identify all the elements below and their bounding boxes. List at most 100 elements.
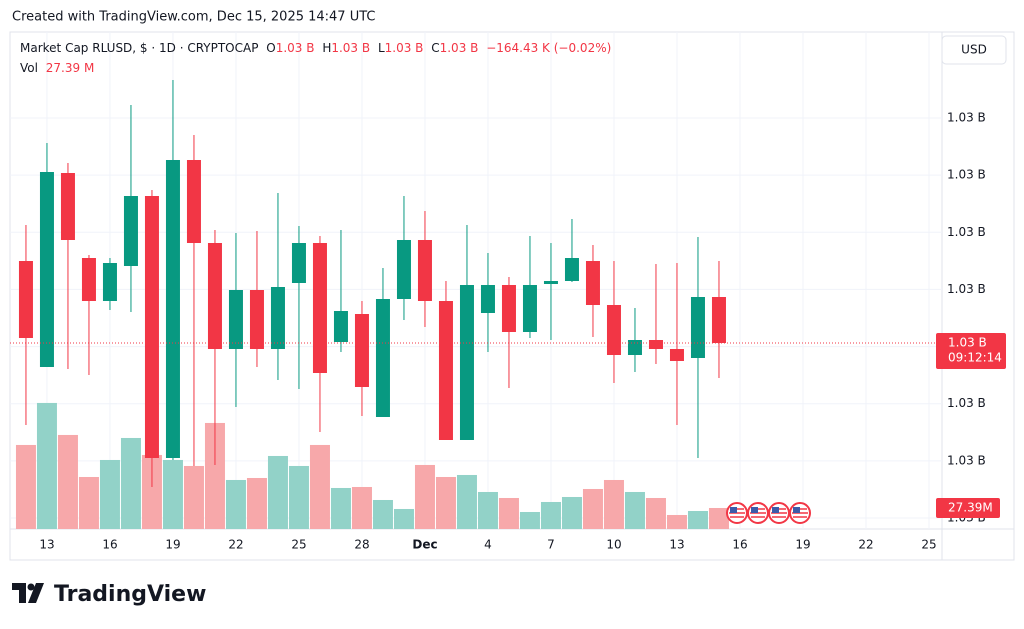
- legend-value: 1.03 B: [385, 41, 424, 55]
- volume-bar: [78, 476, 99, 529]
- volume-bar: [15, 444, 36, 529]
- y-tick-label: 1.03 B: [947, 282, 986, 296]
- candle-body: [207, 243, 222, 349]
- volume-bar: [330, 487, 351, 529]
- currency-button[interactable]: [941, 35, 1007, 65]
- legend-volume: Vol 27.39 M: [20, 61, 94, 75]
- candle-body: [375, 299, 390, 417]
- volume-bar: [36, 402, 57, 529]
- event-flags: [726, 502, 811, 524]
- volume-bar: [498, 497, 519, 529]
- candle-body: [396, 240, 411, 299]
- currency-label[interactable]: USD: [961, 43, 987, 57]
- volume-bar: [99, 459, 120, 529]
- x-tick-label: 28: [354, 538, 369, 552]
- y-tick-label: 1.03 B: [947, 453, 986, 467]
- volume-bar: [666, 514, 687, 529]
- volume-bar: [645, 497, 666, 529]
- y-tick-label: 1.03 B: [947, 225, 986, 239]
- legend-value: 1.03 B: [440, 41, 479, 55]
- volume-bar: [435, 476, 456, 529]
- x-tick-label: 4: [484, 538, 492, 552]
- candle-body: [144, 196, 159, 458]
- price-label: 1.03 B: [948, 336, 987, 350]
- legend-key: C: [431, 41, 439, 55]
- candle-body: [81, 258, 96, 301]
- x-tick-label: 16: [732, 538, 747, 552]
- header: Created with TradingView.com, Dec 15, 20…: [12, 10, 376, 25]
- y-tick-label: 1.03 B: [947, 111, 986, 125]
- chart-frame: [9, 31, 1015, 561]
- candle-body: [291, 243, 306, 283]
- legend-change: −164.43 K (−0.02%): [486, 41, 611, 55]
- volume-bar: [393, 508, 414, 529]
- candle-body: [18, 261, 33, 338]
- us-flag: [789, 502, 811, 524]
- x-tick-label: 13: [39, 538, 54, 552]
- volume-bar: [309, 444, 330, 529]
- x-tick-label: 16: [102, 538, 117, 552]
- legend-value: 1.03 B: [331, 41, 370, 55]
- volume-bar: [561, 496, 582, 529]
- volume-pane: [15, 402, 729, 529]
- x-tick-label: 19: [165, 538, 180, 552]
- volume-bar: [267, 455, 288, 529]
- volume-bar: [519, 511, 540, 529]
- x-tick-label: 10: [606, 538, 621, 552]
- candle-body: [102, 263, 117, 301]
- volume-bar: [204, 422, 225, 529]
- countdown: 09:12:14: [948, 351, 1002, 365]
- x-tick-label: 7: [547, 538, 555, 552]
- volume-bar: [246, 477, 267, 529]
- legend: Market Cap RLUSD, $ · 1D · CRYPTOCAP O1.…: [20, 41, 611, 55]
- x-tick-label: 22: [858, 538, 873, 552]
- candle-body: [270, 287, 285, 349]
- candle-body: [606, 305, 621, 355]
- candle-body: [123, 196, 138, 266]
- volume-label: 27.39M: [948, 500, 993, 514]
- candle-body: [522, 285, 537, 332]
- x-tick-label: 13: [669, 538, 684, 552]
- x-tick-label: 25: [291, 538, 306, 552]
- candle-body: [249, 290, 264, 349]
- volume-bar: [141, 454, 162, 529]
- candle-body: [459, 285, 474, 440]
- volume-bar: [372, 499, 393, 529]
- volume-bar: [540, 501, 561, 529]
- x-tick-label: 25: [921, 538, 936, 552]
- candle-body: [564, 258, 579, 281]
- candles: [18, 80, 726, 487]
- volume-bar: [414, 464, 435, 529]
- volume-bar: [687, 510, 708, 529]
- legend-symbol: Market Cap RLUSD, $ · 1D · CRYPTOCAP: [20, 41, 258, 55]
- volume-bar: [162, 459, 183, 529]
- candle-body: [165, 160, 180, 458]
- volume-bar: [582, 488, 603, 529]
- volume-bar: [57, 434, 78, 529]
- candle-body: [312, 243, 327, 373]
- candle-body: [354, 314, 369, 387]
- volume-bar: [456, 474, 477, 529]
- candle-body: [333, 311, 348, 342]
- x-tick-label: 19: [795, 538, 810, 552]
- candle-body: [438, 301, 453, 440]
- candle-body: [228, 290, 243, 349]
- candle-body: [543, 281, 558, 284]
- us-flag: [726, 502, 748, 524]
- candle-body: [669, 349, 684, 361]
- legend-key: Vol: [20, 61, 38, 75]
- candle-body: [417, 240, 432, 301]
- candle-body: [648, 340, 663, 349]
- legend-key: L: [378, 41, 385, 55]
- candle-body: [501, 285, 516, 332]
- volume-bar: [603, 479, 624, 529]
- x-tick-label: 22: [228, 538, 243, 552]
- volume-bar: [351, 486, 372, 529]
- x-tick-label: Dec: [412, 538, 437, 552]
- legend-value: 1.03 B: [276, 41, 315, 55]
- axes: 13 16 19 22 25 28 Dec 4 7 10 13 16 19 22 25 1.03 B 1.03 …: [10, 111, 1006, 552]
- price-label-box: [936, 333, 1006, 369]
- brand-name: TradingView: [54, 582, 206, 607]
- candle-body: [627, 340, 642, 355]
- candle-body: [585, 261, 600, 305]
